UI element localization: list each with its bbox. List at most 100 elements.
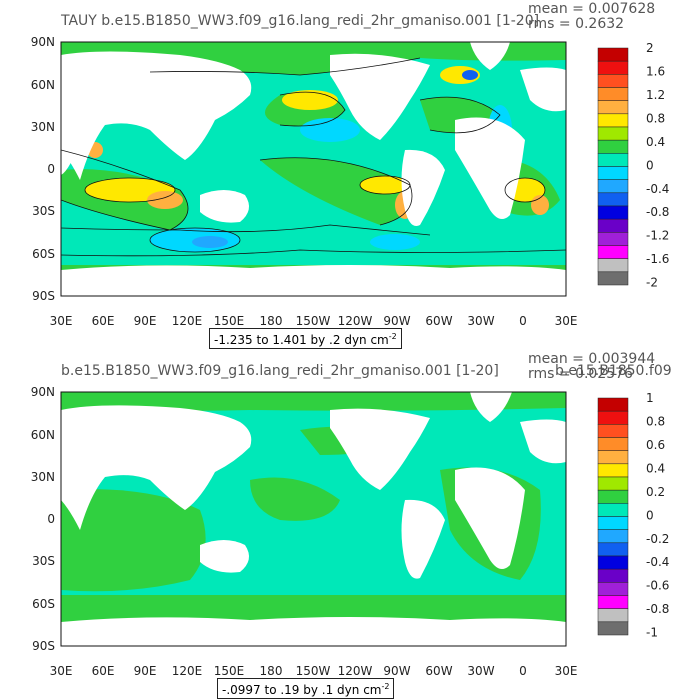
bottom-colorbar-swatch [597,582,629,596]
svg-text:180: 180 [260,314,283,328]
svg-text:120E: 120E [172,314,203,328]
svg-text:30E: 30E [50,664,73,678]
svg-text:30S: 30S [32,554,55,568]
bottom-colorbar-swatch [597,437,629,451]
svg-text:90E: 90E [134,314,157,328]
bottom-colorbar-swatch [597,542,629,557]
top-colorbar-label: 0.4 [646,135,665,149]
top-colorbar-swatch [597,232,629,246]
top-colorbar: 2 1.6 1.2 0.8 0.4 0 -0.4 -0.8 -1.2 -1.6 -2 [597,41,669,290]
top-colorbar-swatch [597,245,629,259]
bottom-land [61,392,566,646]
top-title: TAUY b.e15.B1850_WW3.f09_g16.lang_redi_2… [60,13,539,29]
bottom-colorbar-swatch [597,489,629,504]
top-colorbar-swatch [597,60,629,75]
svg-text:180: 180 [260,664,283,678]
bottom-colorbar-swatch [597,463,629,478]
top-y-ticks: 90N 60N 30N 0 30S 60S 90S [31,35,55,303]
svg-text:30E: 30E [555,664,578,678]
bottom-colorbar-swatch [597,476,629,491]
bottom-mean: mean = 0.003944 [528,351,655,367]
top-colorbar-swatch [597,139,629,154]
svg-text:60W: 60W [425,314,452,328]
svg-text:30E: 30E [50,314,73,328]
top-map-field [61,42,566,296]
svg-text:60W: 60W [425,664,452,678]
svg-text:90W: 90W [383,664,410,678]
bottom-colorbar-label: 0 [646,508,654,522]
svg-text:0: 0 [519,664,527,678]
svg-text:150E: 150E [214,314,245,328]
svg-text:120W: 120W [338,314,373,328]
svg-text:0: 0 [47,512,55,526]
bottom-title: b.e15.B1850_WW3.f09_g16.lang_redi_2hr_gm… [61,363,499,379]
bottom-colorbar-label: -0.2 [646,532,669,546]
top-panel: TAUY b.e15.B1850_WW3.f09_g16.lang_redi_2… [31,1,670,349]
svg-text:30N: 30N [31,120,55,134]
bottom-map-svg: b.e15.B1850_WW3.f09_g16.lang_redi_2hr_gm… [31,351,672,678]
bottom-colorbar-label: -0.6 [646,579,669,593]
bottom-map-field [61,392,566,646]
bottom-rms: rms = 0.02576 [528,366,633,382]
bottom-colorbar-swatch [597,568,629,583]
svg-text:60N: 60N [31,78,55,92]
top-x-ticks: 30E 60E 90E 120E 150E 180 150W 120W 90W … [50,314,578,328]
top-colorbar-swatch [597,166,629,180]
bottom-colorbar-swatch [597,424,629,438]
bottom-colorbar-swatch [597,529,629,544]
svg-text:0: 0 [47,162,55,176]
bottom-colorbar-label: 0.4 [646,461,665,475]
svg-text:150W: 150W [296,314,331,328]
top-colorbar-swatch [597,74,629,88]
bottom-x-ticks: 30E 60E 90E 120E 150E 180 150W 120W 90W … [50,664,578,678]
svg-text:30W: 30W [467,664,494,678]
top-colorbar-label: -2 [646,276,658,290]
top-colorbar-swatch [597,87,629,101]
svg-text:60S: 60S [32,597,55,611]
svg-text:90N: 90N [31,385,55,399]
top-colorbar-swatch [597,153,629,167]
bottom-colorbar-swatch [597,397,629,412]
top-colorbar-label: 1.2 [646,88,665,102]
svg-text:90N: 90N [31,35,55,49]
bottom-colorbar-swatch [597,608,629,623]
bottom-colorbar-swatch [597,621,629,636]
top-range-note: -1.235 to 1.401 by .2 dyn cm-2 [209,328,402,349]
svg-text:60E: 60E [92,314,115,328]
top-colorbar-swatch [597,271,629,286]
top-rms: rms = 0.2632 [528,16,624,32]
bottom-colorbar-label: 0.6 [646,438,665,452]
top-colorbar-swatch [597,126,629,141]
top-colorbar-swatch [597,205,629,220]
top-mean: mean = 0.007628 [528,1,655,17]
bottom-panel: b.e15.B1850_WW3.f09_g16.lang_redi_2hr_gm… [0,350,700,700]
bottom-range-note: -.0997 to .19 by .1 dyn cm-2 [217,678,395,699]
top-colorbar-swatch [597,192,629,207]
svg-text:120W: 120W [338,664,373,678]
top-colorbar-label: 1.6 [646,64,665,78]
top-colorbar-swatch [597,218,629,233]
bottom-colorbar-swatch [597,595,629,609]
svg-text:30W: 30W [467,314,494,328]
bottom-y-ticks: 90N 60N 30N 0 30S 60S 90S [31,385,55,653]
top-colorbar-swatch [597,113,629,128]
svg-text:60S: 60S [32,247,55,261]
top-colorbar-label: -1.6 [646,252,669,266]
bottom-colorbar-label: 1 [646,391,654,405]
svg-text:90S: 90S [32,639,55,653]
bottom-colorbar-label: 0.2 [646,485,665,499]
top-colorbar-label: 0 [646,158,654,172]
svg-text:30N: 30N [31,470,55,484]
svg-text:120E: 120E [172,664,203,678]
top-map-svg: TAUY b.e15.B1850_WW3.f09_g16.lang_redi_2… [31,1,670,328]
svg-text:30E: 30E [555,314,578,328]
bottom-colorbar-swatch [597,555,629,570]
top-colorbar-swatch [597,258,629,273]
svg-text:150W: 150W [296,664,331,678]
svg-text:90E: 90E [134,664,157,678]
svg-text:90W: 90W [383,314,410,328]
top-colorbar-label: 2 [646,41,654,55]
bottom-colorbar-label: -0.8 [646,602,669,616]
svg-text:30S: 30S [32,204,55,218]
bottom-colorbar-label: 0.8 [646,414,665,428]
